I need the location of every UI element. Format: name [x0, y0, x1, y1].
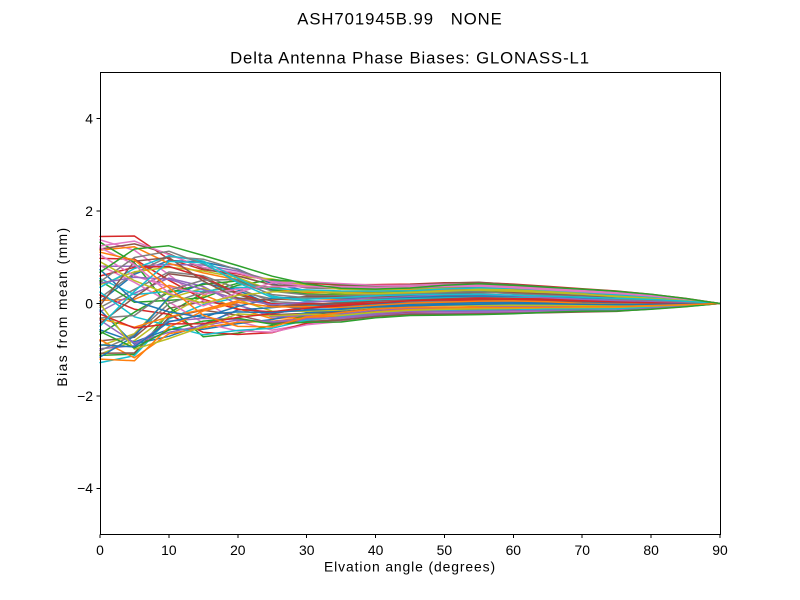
svg-text:10: 10 — [161, 542, 177, 558]
svg-text:40: 40 — [368, 542, 384, 558]
svg-text:50: 50 — [437, 542, 453, 558]
svg-text:Bias from mean (mm): Bias from mean (mm) — [54, 226, 70, 386]
svg-text:20: 20 — [230, 542, 246, 558]
svg-text:−2: −2 — [77, 388, 93, 404]
svg-text:70: 70 — [574, 542, 590, 558]
svg-text:0: 0 — [96, 542, 104, 558]
svg-text:0: 0 — [85, 295, 93, 311]
svg-text:90: 90 — [712, 542, 728, 558]
svg-text:80: 80 — [643, 542, 659, 558]
svg-text:−4: −4 — [77, 480, 93, 496]
svg-text:4: 4 — [85, 111, 93, 127]
svg-text:Delta Antenna Phase Biases: GL: Delta Antenna Phase Biases: GLONASS-L1 — [230, 49, 590, 68]
svg-text:2: 2 — [85, 203, 93, 219]
svg-text:60: 60 — [506, 542, 522, 558]
svg-text:30: 30 — [299, 542, 315, 558]
svg-text:Elvation angle (degrees): Elvation angle (degrees) — [324, 559, 496, 575]
svg-text:ASH701945B.99 NONE: ASH701945B.99 NONE — [297, 10, 502, 29]
